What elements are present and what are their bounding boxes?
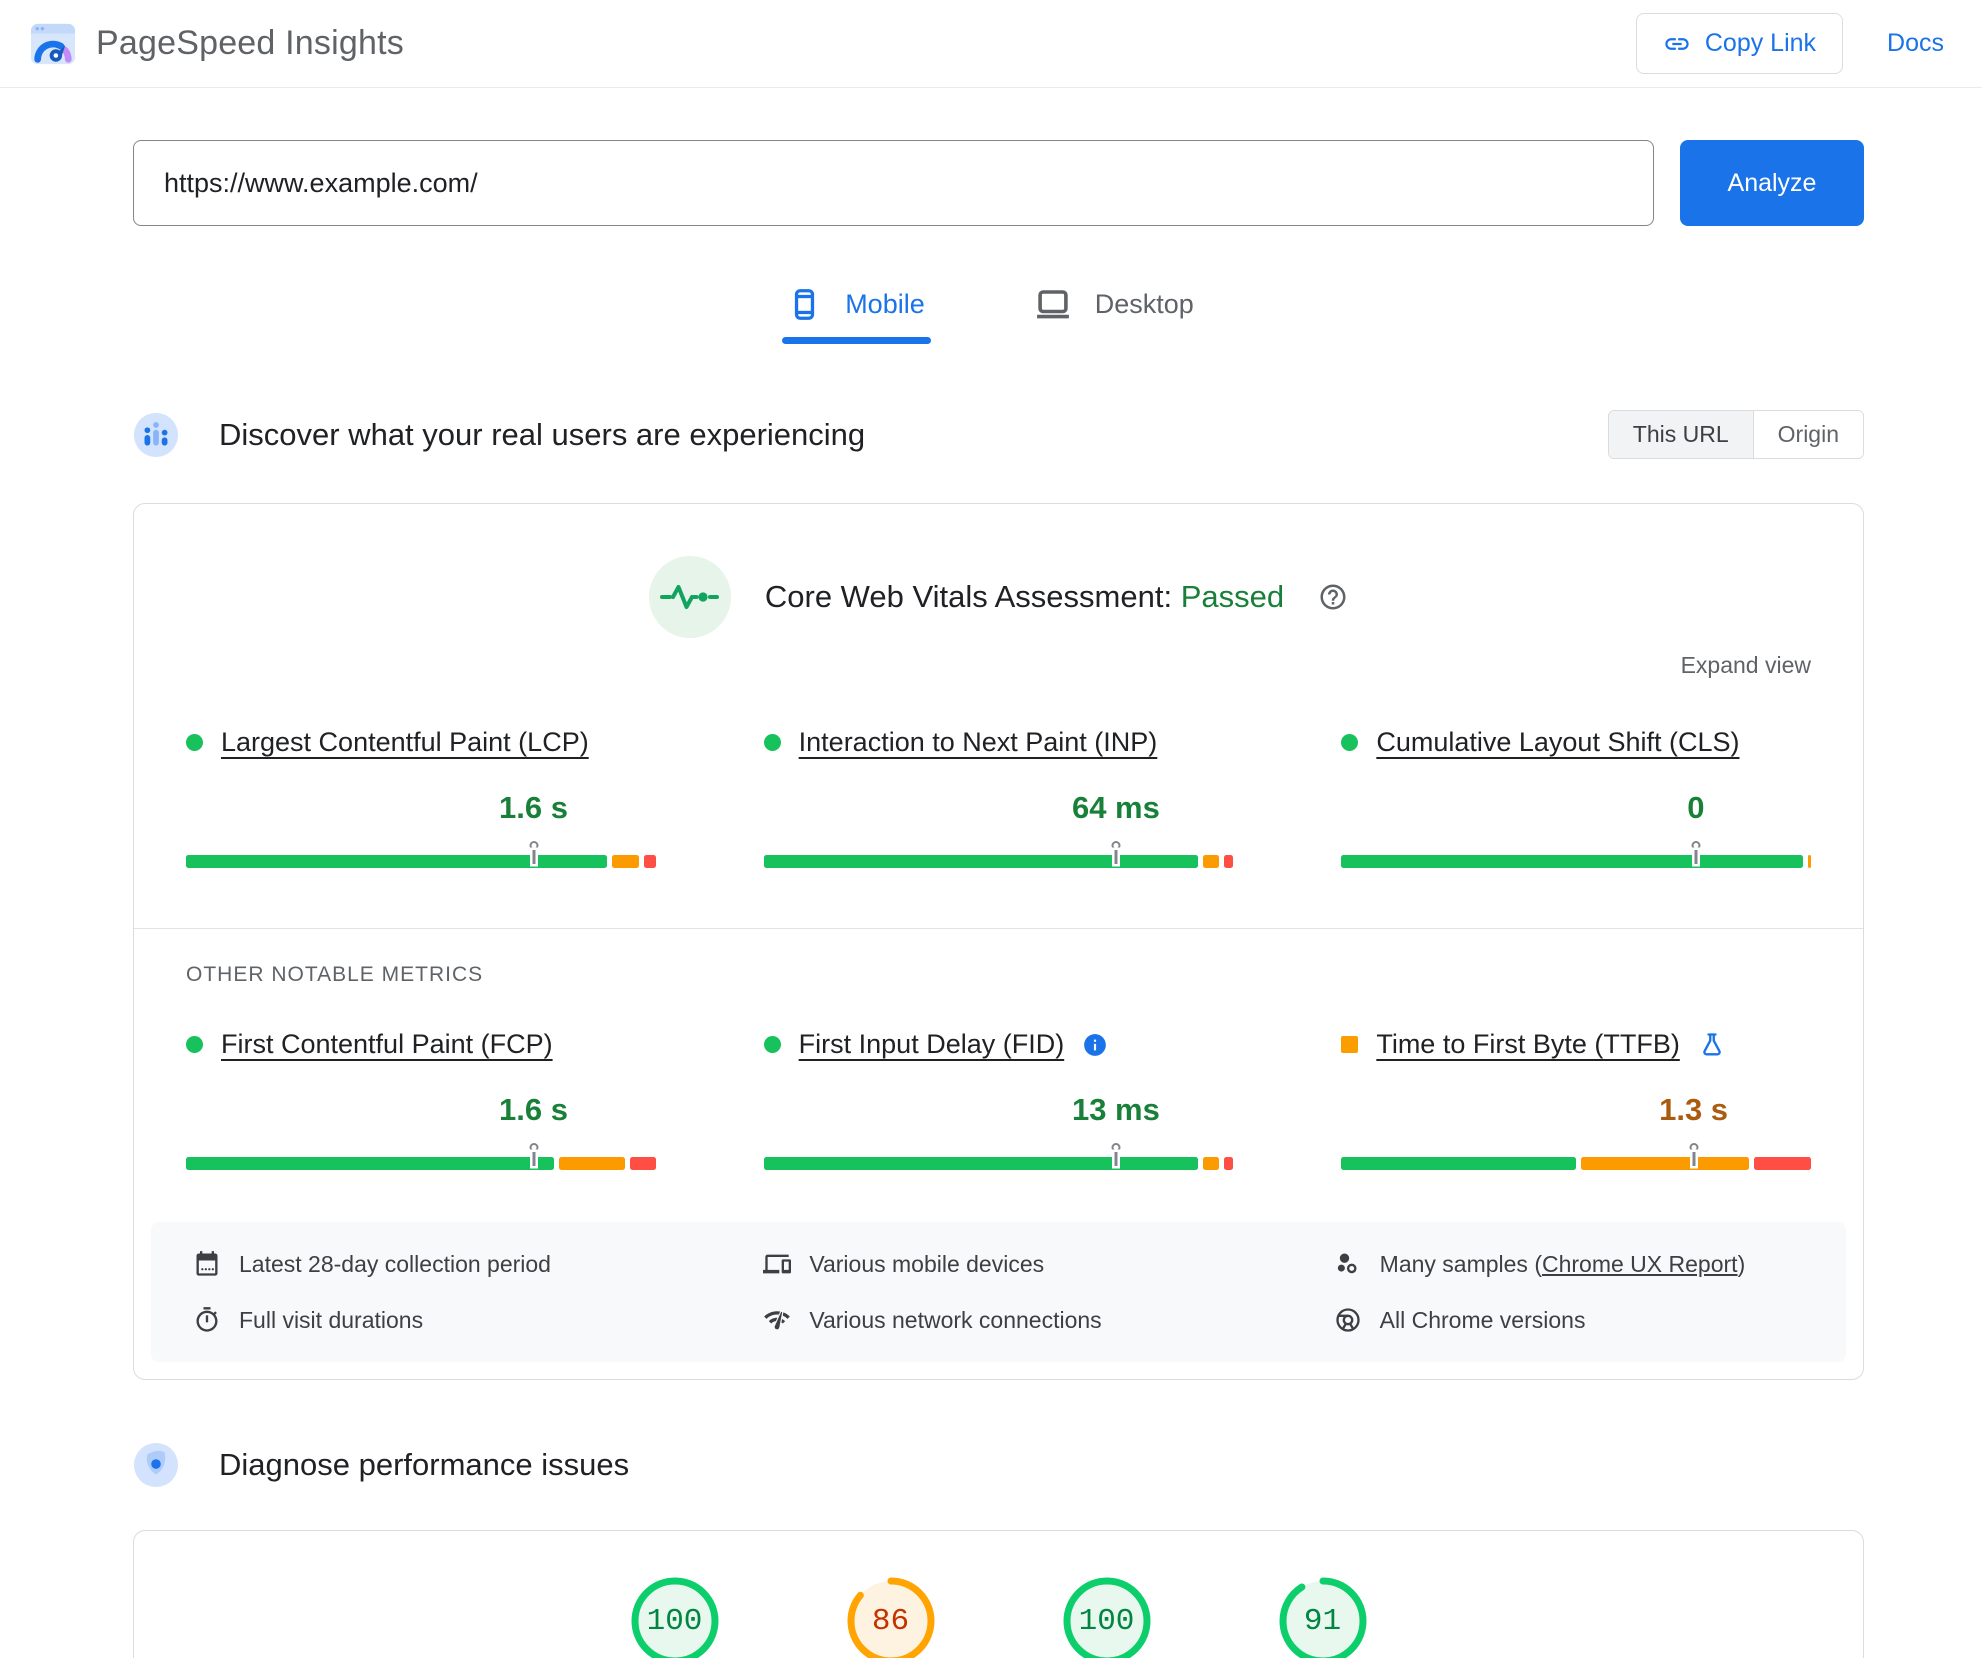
distribution-bar: [1341, 855, 1811, 868]
metric-cls-link[interactable]: Cumulative Layout Shift (CLS): [1376, 727, 1740, 757]
help-icon[interactable]: [1318, 582, 1348, 612]
metric-inp-value: 64 ms: [1071, 790, 1160, 825]
other-metrics-row: First Contentful Paint (FCP) 1.6 s First…: [186, 1029, 1811, 1222]
app-title: PageSpeed Insights: [96, 24, 404, 62]
calendar-icon: [193, 1250, 221, 1278]
crux-details-footer: Latest 28-day collection period Various …: [151, 1222, 1846, 1362]
metric-fcp: First Contentful Paint (FCP) 1.6 s: [186, 1029, 656, 1170]
metric-cls-value: 0: [1687, 790, 1705, 825]
core-metrics-row: Largest Contentful Paint (LCP) 1.6 s Int…: [186, 727, 1811, 926]
score-gauge: 91: [1275, 1573, 1371, 1658]
metric-fid-value: 13 ms: [1071, 1092, 1160, 1127]
metric-fid: First Input Delay (FID) 13 ms: [763, 1029, 1234, 1170]
diagnose-icon: [133, 1442, 179, 1488]
distribution-marker: [529, 841, 539, 864]
score-gauge: 86: [843, 1573, 939, 1658]
cwv-assessment-header: Core Web Vitals Assessment: Passed: [186, 556, 1811, 638]
field-section-title: Discover what your real users are experi…: [219, 416, 866, 452]
metric-status-indicator: [186, 1036, 203, 1053]
analyze-button[interactable]: Analyze: [1680, 140, 1864, 226]
metric-lcp-value: 1.6 s: [499, 790, 569, 825]
distribution-marker: [1111, 1143, 1121, 1166]
metric-status-indicator: [763, 1036, 781, 1053]
metric-status-indicator: [186, 734, 203, 751]
metric-cls: Cumulative Layout Shift (CLS) 0: [1341, 727, 1811, 868]
samples-item: Many samples (Chrome UX Report): [1334, 1250, 1804, 1278]
category-scores-row: 100 Performance 86 Accessibility 100: [134, 1531, 1863, 1658]
network-icon: [763, 1306, 791, 1334]
url-input[interactable]: [133, 140, 1654, 226]
info-icon[interactable]: [1082, 1032, 1108, 1058]
metric-status-indicator: [763, 734, 781, 751]
lab-section-title: Diagnose performance issues: [219, 1447, 630, 1482]
app-header: PageSpeed Insights Copy Link Docs: [0, 0, 1982, 88]
url-analyze-row: Analyze: [133, 140, 1864, 226]
tab-mobile[interactable]: Mobile: [782, 280, 931, 344]
cwv-assessment-value: Passed: [1180, 579, 1285, 614]
docs-link[interactable]: Docs: [1887, 29, 1944, 57]
pagespeed-logo-icon[interactable]: [30, 21, 76, 67]
devices-icon: [763, 1250, 792, 1278]
lab-section-header: Diagnose performance issues: [133, 1442, 1864, 1488]
distribution-bar: [1341, 1157, 1811, 1170]
distribution-bar: [186, 1157, 656, 1170]
metric-fcp-link[interactable]: First Contentful Paint (FCP): [221, 1029, 553, 1059]
metric-ttfb: Time to First Byte (TTFB) 1.3 s: [1341, 1029, 1811, 1170]
score-performance[interactable]: 100 Performance: [567, 1573, 783, 1658]
tab-desktop-label: Desktop: [1094, 288, 1194, 319]
distribution-marker: [1691, 841, 1701, 864]
stopwatch-icon: [193, 1306, 221, 1334]
visit-durations-item: Full visit durations: [193, 1306, 663, 1334]
pulse-icon: [648, 556, 731, 638]
smartphone-icon: [788, 288, 821, 321]
distribution-bar: [186, 855, 656, 868]
metric-inp: Interaction to Next Paint (INP) 64 ms: [763, 727, 1234, 868]
metric-status-indicator: [1341, 734, 1359, 751]
metric-inp-link[interactable]: Interaction to Next Paint (INP): [798, 727, 1158, 757]
distribution-bar: [763, 1157, 1234, 1170]
metric-ttfb-value: 1.3 s: [1659, 1092, 1729, 1127]
distribution-bar: [763, 855, 1234, 868]
distribution-marker: [529, 1143, 539, 1166]
metric-lcp: Largest Contentful Paint (LCP) 1.6 s: [186, 727, 656, 868]
other-metrics-label: OTHER NOTABLE METRICS: [186, 963, 484, 986]
url-origin-toggle: This URL Origin: [1607, 410, 1864, 459]
expand-view-button[interactable]: Expand view: [1680, 652, 1811, 678]
copy-link-button[interactable]: Copy Link: [1635, 13, 1844, 74]
score-gauge: 100: [627, 1573, 723, 1658]
field-section-header: Discover what your real users are experi…: [133, 410, 1864, 459]
cwv-assessment-label: Core Web Vitals Assessment: Passed: [764, 579, 1285, 614]
score-gauge: 100: [1059, 1573, 1155, 1658]
score-accessibility[interactable]: 86 Accessibility: [783, 1573, 999, 1658]
network-connections-item: Various network connections: [763, 1306, 1233, 1334]
toggle-origin[interactable]: Origin: [1753, 411, 1863, 458]
experimental-flask-icon: [1698, 1031, 1726, 1059]
metric-fcp-value: 1.6 s: [499, 1092, 569, 1127]
score-best-practices[interactable]: 100 Best Practices: [999, 1573, 1215, 1658]
copy-link-label: Copy Link: [1704, 29, 1817, 57]
link-icon: [1663, 30, 1691, 58]
collection-period-item: Latest 28-day collection period: [193, 1250, 663, 1278]
tab-mobile-label: Mobile: [845, 288, 925, 319]
real-users-icon: [133, 412, 179, 458]
metric-lcp-link[interactable]: Largest Contentful Paint (LCP): [221, 727, 589, 757]
chrome-versions-item: All Chrome versions: [1334, 1306, 1804, 1334]
score-seo[interactable]: 91 SEO: [1215, 1573, 1431, 1658]
toggle-this-url[interactable]: This URL: [1608, 411, 1754, 458]
metric-status-indicator: [1341, 1036, 1359, 1053]
crux-card: Core Web Vitals Assessment: Passed Expan…: [133, 503, 1864, 1380]
distribution-marker: [1689, 1143, 1699, 1166]
crux-report-link[interactable]: Chrome UX Report: [1541, 1250, 1738, 1277]
samples-icon: [1334, 1250, 1362, 1278]
lighthouse-card: 100 Performance 86 Accessibility 100: [133, 1530, 1864, 1658]
metric-ttfb-link[interactable]: Time to First Byte (TTFB): [1376, 1029, 1680, 1059]
distribution-marker: [1111, 841, 1121, 864]
metric-fid-link[interactable]: First Input Delay (FID): [798, 1029, 1065, 1059]
device-tabs: Mobile Desktop: [0, 280, 1982, 344]
chrome-icon: [1334, 1306, 1362, 1334]
laptop-icon: [1035, 286, 1071, 322]
devices-item: Various mobile devices: [763, 1250, 1233, 1278]
tab-desktop[interactable]: Desktop: [1029, 280, 1200, 344]
